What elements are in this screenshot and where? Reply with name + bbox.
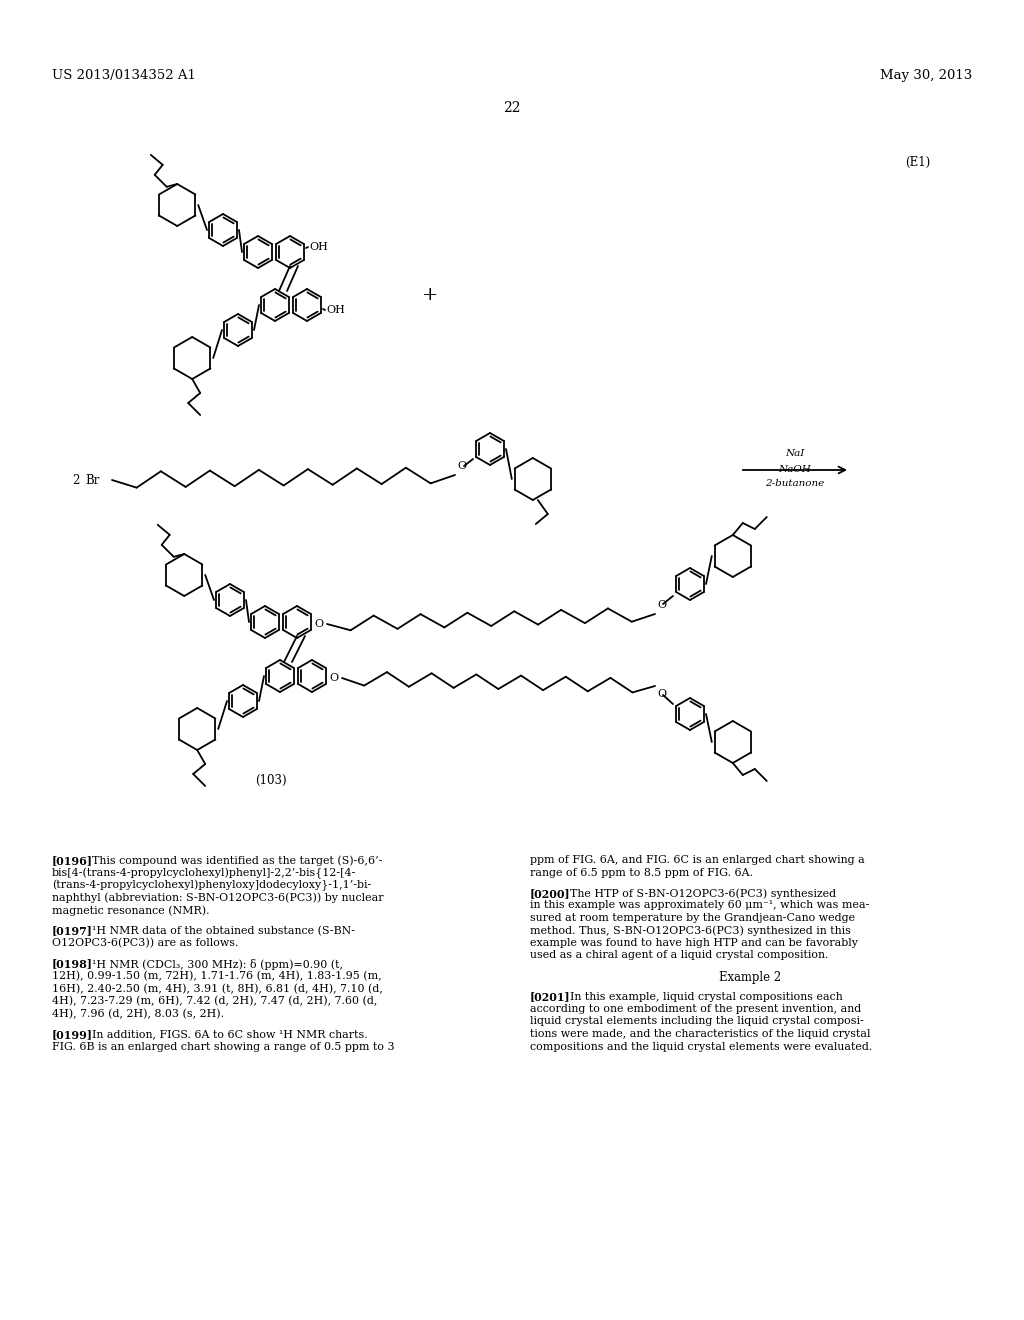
Text: 2: 2: [72, 474, 80, 487]
Text: 12H), 0.99-1.50 (m, 72H), 1.71-1.76 (m, 4H), 1.83-1.95 (m,: 12H), 0.99-1.50 (m, 72H), 1.71-1.76 (m, …: [52, 972, 382, 981]
Text: (E1): (E1): [905, 156, 930, 169]
Text: O: O: [457, 461, 466, 471]
Text: O12OPC3-6(PC3)) are as follows.: O12OPC3-6(PC3)) are as follows.: [52, 939, 239, 948]
Text: 16H), 2.40-2.50 (m, 4H), 3.91 (t, 8H), 6.81 (d, 4H), 7.10 (d,: 16H), 2.40-2.50 (m, 4H), 3.91 (t, 8H), 6…: [52, 983, 383, 994]
Text: O: O: [329, 673, 338, 682]
Text: [0201]: [0201]: [530, 991, 570, 1002]
Text: In this example, liquid crystal compositions each: In this example, liquid crystal composit…: [563, 991, 843, 1002]
Text: The HTP of S-BN-O12OPC3-6(PC3) synthesized: The HTP of S-BN-O12OPC3-6(PC3) synthesiz…: [563, 888, 837, 899]
Text: OH: OH: [326, 305, 345, 315]
Text: range of 6.5 ppm to 8.5 ppm of FIG. 6A.: range of 6.5 ppm to 8.5 ppm of FIG. 6A.: [530, 867, 753, 878]
Text: tions were made, and the characteristics of the liquid crystal: tions were made, and the characteristics…: [530, 1030, 870, 1039]
Text: (103): (103): [255, 774, 287, 787]
Text: magnetic resonance (NMR).: magnetic resonance (NMR).: [52, 906, 210, 916]
Text: O: O: [314, 619, 324, 630]
Text: naphthyl (abbreviation: S-BN-O12OPC3-6(PC3)) by nuclear: naphthyl (abbreviation: S-BN-O12OPC3-6(P…: [52, 892, 384, 903]
Text: [0200]: [0200]: [530, 888, 570, 899]
Text: ppm of FIG. 6A, and FIG. 6C is an enlarged chart showing a: ppm of FIG. 6A, and FIG. 6C is an enlarg…: [530, 855, 864, 865]
Text: in this example was approximately 60 μm⁻¹, which was mea-: in this example was approximately 60 μm⁻…: [530, 900, 869, 911]
Text: US 2013/0134352 A1: US 2013/0134352 A1: [52, 69, 196, 82]
Text: 2-butanone: 2-butanone: [765, 479, 824, 488]
Text: In addition, FIGS. 6A to 6C show ¹H NMR charts.: In addition, FIGS. 6A to 6C show ¹H NMR …: [85, 1030, 368, 1039]
Text: OH: OH: [309, 242, 328, 252]
Text: ¹H NMR data of the obtained substance (S-BN-: ¹H NMR data of the obtained substance (S…: [85, 925, 355, 936]
Text: [0196]: [0196]: [52, 855, 93, 866]
Text: [0199]: [0199]: [52, 1030, 93, 1040]
Text: (trans-4-propylcyclohexyl)phenyloxy]dodecyloxy}-1,1’-bi-: (trans-4-propylcyclohexyl)phenyloxy]dode…: [52, 880, 372, 891]
Text: [0197]: [0197]: [52, 925, 93, 936]
Text: ¹H NMR (CDCl₃, 300 MHz): δ (ppm)=0.90 (t,: ¹H NMR (CDCl₃, 300 MHz): δ (ppm)=0.90 (t…: [85, 958, 343, 969]
Text: O: O: [657, 601, 667, 610]
Text: bis[4-(trans-4-propylcyclohexyl)phenyl]-2,2’-bis{12-[4-: bis[4-(trans-4-propylcyclohexyl)phenyl]-…: [52, 867, 356, 879]
Text: NaI: NaI: [785, 450, 805, 458]
Text: NaOH: NaOH: [778, 466, 811, 474]
Text: compositions and the liquid crystal elements were evaluated.: compositions and the liquid crystal elem…: [530, 1041, 872, 1052]
Text: FIG. 6B is an enlarged chart showing a range of 0.5 ppm to 3: FIG. 6B is an enlarged chart showing a r…: [52, 1041, 394, 1052]
Text: used as a chiral agent of a liquid crystal composition.: used as a chiral agent of a liquid cryst…: [530, 950, 828, 961]
Text: Br: Br: [85, 474, 99, 487]
Text: +: +: [422, 286, 438, 304]
Text: 4H), 7.96 (d, 2H), 8.03 (s, 2H).: 4H), 7.96 (d, 2H), 8.03 (s, 2H).: [52, 1008, 224, 1019]
Text: 4H), 7.23-7.29 (m, 6H), 7.42 (d, 2H), 7.47 (d, 2H), 7.60 (d,: 4H), 7.23-7.29 (m, 6H), 7.42 (d, 2H), 7.…: [52, 997, 378, 1006]
Text: liquid crystal elements including the liquid crystal composi-: liquid crystal elements including the li…: [530, 1016, 864, 1027]
Text: [0198]: [0198]: [52, 958, 93, 969]
Text: sured at room temperature by the Grandjean-Cano wedge: sured at room temperature by the Grandje…: [530, 913, 855, 923]
Text: according to one embodiment of the present invention, and: according to one embodiment of the prese…: [530, 1005, 861, 1014]
Text: method. Thus, S-BN-O12OPC3-6(PC3) synthesized in this: method. Thus, S-BN-O12OPC3-6(PC3) synthe…: [530, 925, 851, 936]
Text: example was found to have high HTP and can be favorably: example was found to have high HTP and c…: [530, 939, 858, 948]
Text: This compound was identified as the target (S)-6,6’-: This compound was identified as the targ…: [85, 855, 382, 866]
Text: Example 2: Example 2: [719, 972, 781, 983]
Text: 22: 22: [503, 102, 521, 115]
Text: O: O: [657, 689, 667, 700]
Text: May 30, 2013: May 30, 2013: [880, 69, 972, 82]
